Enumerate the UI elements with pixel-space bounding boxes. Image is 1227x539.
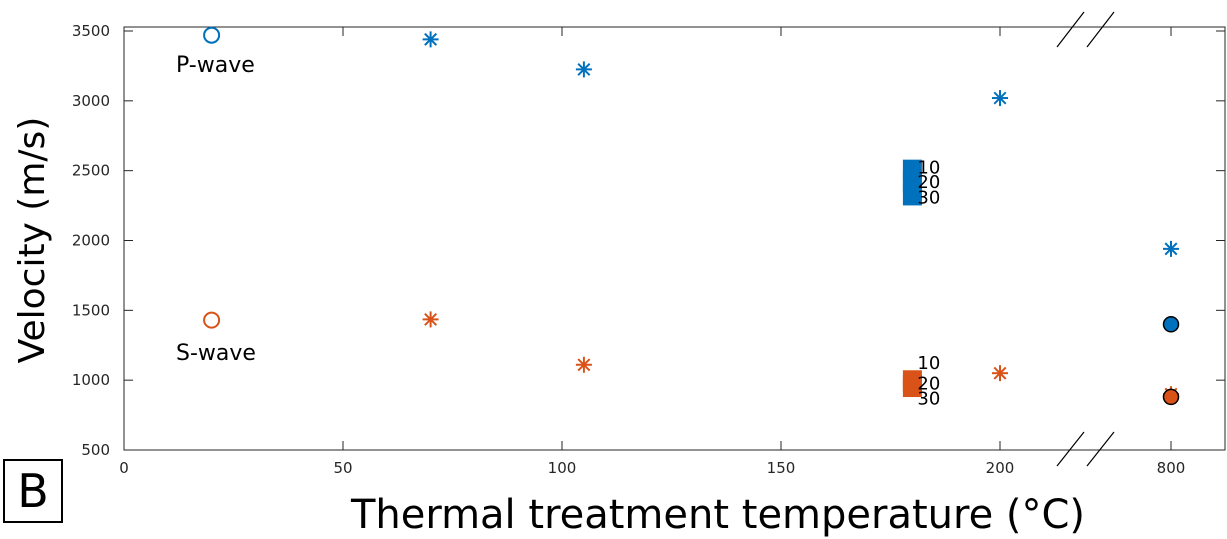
s-wave-open-circle-point [203,311,221,329]
p-wave-annotation: P-wave [176,53,255,78]
p-wave-square-label: 10 [917,158,940,179]
y-tick-label: 2500 [72,162,110,180]
plot-area-frame [123,26,1226,451]
p-wave-asterisk-point [1163,240,1179,257]
y-tick-label: 1500 [72,301,110,319]
tick-labels: 500 1000 1500 2000 2500 3000 3500 0 50 100 150 200 8… [72,22,1225,477]
s-wave-square-label: 30 [917,389,940,410]
y-tick-label: 2000 [72,232,110,250]
p-wave-square-point [902,183,922,206]
x-tick-label: 100 [548,459,577,477]
p-wave-open-circle-point [203,26,221,44]
y-tick-label: 3500 [72,22,110,40]
s-wave-asterisk-point [992,365,1008,382]
axis-break-slash [1056,431,1085,467]
p-wave-asterisk-point [992,90,1008,107]
y-axis-label: Velocity (m/s) [12,117,53,364]
s-wave-annotation: S-wave [176,341,256,366]
axis-break-slash [1086,431,1115,467]
x-axis-label: Thermal treatment temperature (°C) [350,492,1085,538]
p-wave-square-label: 20 [917,172,940,193]
s-wave-filled-circle-point [1162,388,1180,406]
axis-break-slash [1086,11,1115,48]
axis-break-slash [1056,11,1085,48]
x-tick-label: 800 [1157,459,1186,477]
axis-break [1056,11,1115,467]
x-tick-label: 200 [986,459,1015,477]
p-wave-square-label: 30 [917,187,940,208]
s-wave-asterisk-point [422,311,439,328]
x-tick-label: 0 [119,459,129,477]
x-tick-label: 50 [333,459,352,477]
y-tick-label: 1000 [72,371,110,389]
x-tick-label: 150 [767,459,796,477]
s-wave-square-label: 10 [917,353,940,374]
panel-label: B [3,459,63,523]
s-wave-square-label: 20 [917,374,940,395]
s-wave-asterisk-point [575,356,592,373]
s-wave-square-point [902,380,922,398]
p-wave-asterisk-point [422,31,439,48]
axes [123,26,1226,451]
p-wave-filled-circle-point [1162,316,1180,333]
p-wave-asterisk-point [575,61,592,78]
y-tick-label: 3000 [72,92,110,110]
y-tick-label: 500 [81,441,110,459]
